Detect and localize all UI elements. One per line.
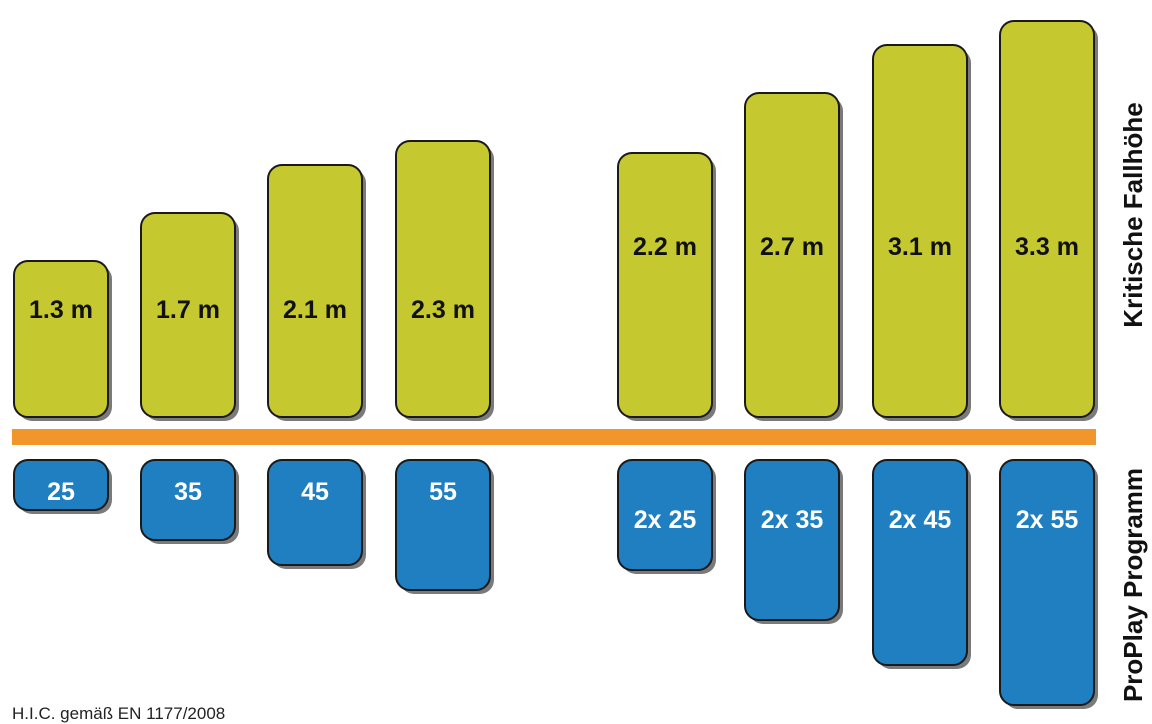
- program-bar: [617, 459, 713, 571]
- height-bar: [744, 92, 840, 418]
- footnote: H.I.C. gemäß EN 1177/2008: [12, 704, 225, 723]
- program-bar: [13, 459, 109, 511]
- program-bar: [872, 459, 968, 666]
- height-bar: [395, 140, 491, 418]
- program-bar: [999, 459, 1095, 706]
- program-bar: [140, 459, 236, 541]
- height-bar: [267, 164, 363, 418]
- program-bar: [267, 459, 363, 566]
- program-bar: [395, 459, 491, 591]
- height-bar: [617, 152, 713, 418]
- program-bar-label: 55: [429, 478, 457, 506]
- height-bar-label: 2.1 m: [283, 296, 347, 324]
- lower-axis-title: ProPlay Programm: [1118, 468, 1148, 702]
- upper-axis-title: Kritische Fallhöhe: [1118, 102, 1148, 327]
- program-bar: [744, 459, 840, 621]
- program-bar-label: 35: [174, 478, 202, 506]
- height-bar: [140, 212, 236, 418]
- divider-line: [12, 429, 1096, 445]
- program-bar-label: 2x 25: [634, 506, 697, 534]
- height-bar-label: 2.7 m: [760, 233, 824, 261]
- height-bar: [999, 20, 1095, 418]
- program-bar-label: 2x 55: [1016, 506, 1079, 534]
- height-bar-label: 3.3 m: [1015, 233, 1079, 261]
- program-bars: 25 35 45 55 2x 25 2x 35 2x 45 2x 55: [13, 459, 1095, 706]
- height-bar-label: 3.1 m: [888, 233, 952, 261]
- height-bar-label: 2.2 m: [633, 233, 697, 261]
- program-bar-label: 2x 45: [889, 506, 952, 534]
- program-bar-label: 25: [47, 478, 75, 506]
- height-bar-label: 2.3 m: [411, 296, 475, 324]
- height-bar: [872, 44, 968, 418]
- height-bar: [13, 260, 109, 418]
- program-bar-label: 45: [301, 478, 329, 506]
- height-bars: 1.3 m 1.7 m 2.1 m 2.3 m 2.2 m 2.7 m 3.1 m 3.3 m: [13, 20, 1095, 418]
- height-bar-label: 1.3 m: [29, 296, 93, 324]
- program-bar-label: 2x 35: [761, 506, 824, 534]
- height-bar-label: 1.7 m: [156, 296, 220, 324]
